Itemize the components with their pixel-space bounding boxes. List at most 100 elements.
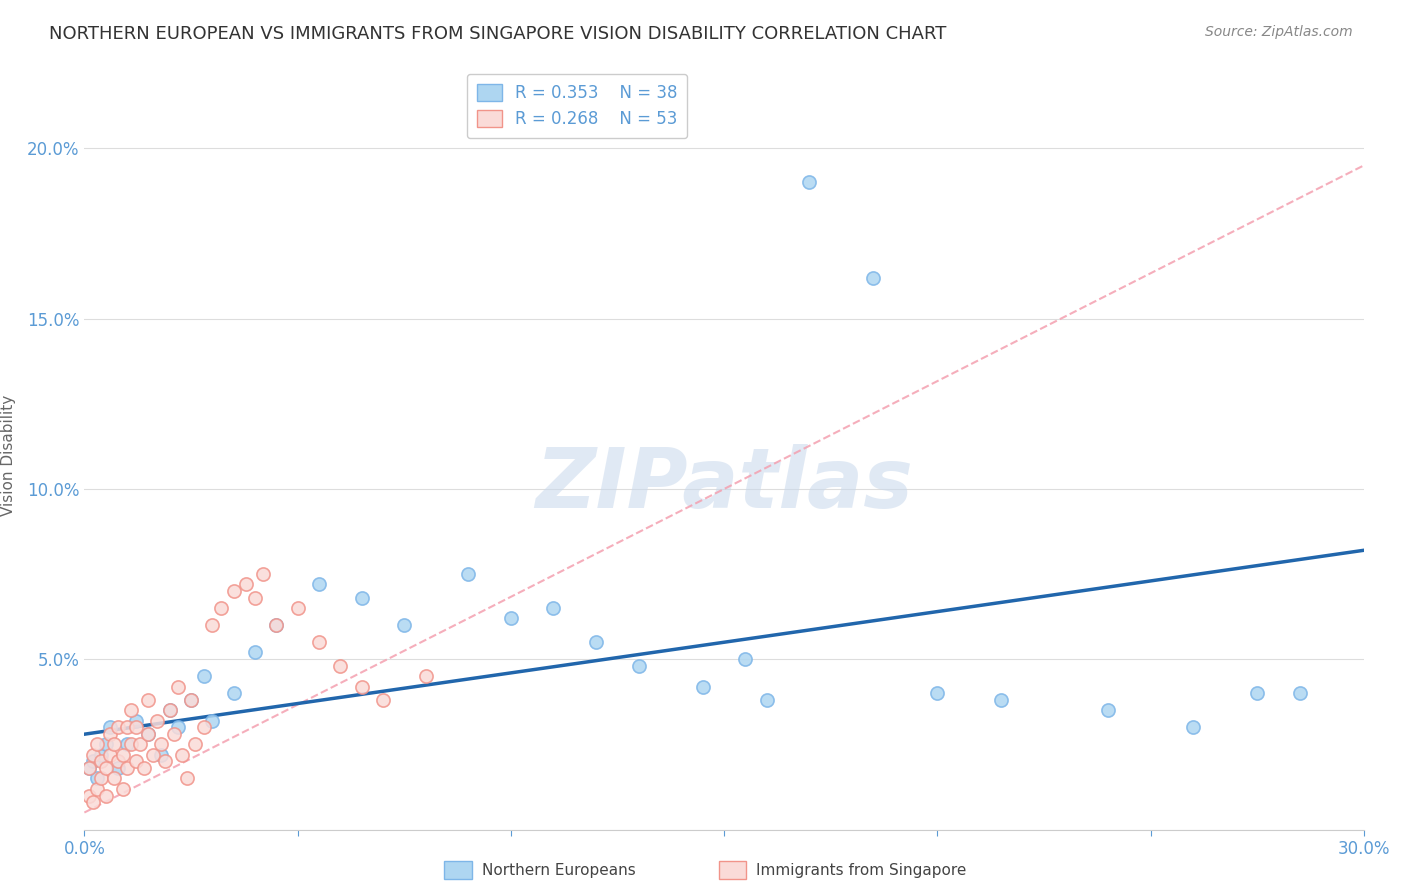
Point bbox=[415, 669, 437, 683]
Point bbox=[142, 747, 165, 762]
Point bbox=[235, 577, 257, 591]
Point bbox=[499, 611, 522, 625]
Point bbox=[350, 680, 373, 694]
Point bbox=[287, 601, 309, 615]
Point bbox=[107, 761, 129, 775]
Point bbox=[90, 747, 112, 762]
Point bbox=[350, 591, 373, 605]
Point bbox=[77, 761, 100, 775]
Point bbox=[990, 693, 1012, 707]
Point bbox=[193, 669, 215, 683]
Text: ZIPatlas: ZIPatlas bbox=[536, 444, 912, 525]
Point bbox=[394, 618, 416, 632]
Bar bbox=[444, 862, 472, 880]
Point bbox=[86, 781, 108, 796]
Point bbox=[176, 772, 198, 786]
Point bbox=[1182, 720, 1205, 734]
Point bbox=[82, 747, 104, 762]
Point bbox=[98, 727, 121, 741]
Point bbox=[264, 618, 288, 632]
Point bbox=[120, 738, 142, 752]
Point bbox=[94, 789, 117, 803]
Point bbox=[138, 727, 160, 741]
Point bbox=[180, 693, 202, 707]
Point bbox=[163, 727, 186, 741]
Point bbox=[201, 714, 224, 728]
Point bbox=[138, 727, 160, 741]
Point bbox=[201, 618, 224, 632]
Point bbox=[77, 789, 100, 803]
Y-axis label: Vision Disability: Vision Disability bbox=[1, 394, 15, 516]
Point bbox=[755, 693, 778, 707]
Point bbox=[180, 693, 202, 707]
Point bbox=[862, 270, 884, 285]
Text: Northern Europeans: Northern Europeans bbox=[482, 863, 636, 878]
Point bbox=[252, 567, 274, 582]
Point bbox=[243, 645, 266, 659]
Point bbox=[543, 601, 565, 615]
Point bbox=[94, 738, 117, 752]
Point bbox=[172, 747, 194, 762]
Point bbox=[308, 577, 330, 591]
Point bbox=[167, 720, 190, 734]
Point bbox=[692, 680, 714, 694]
Point bbox=[159, 703, 181, 717]
Point bbox=[128, 738, 150, 752]
Point bbox=[264, 618, 288, 632]
Point bbox=[734, 652, 756, 666]
Point bbox=[585, 635, 607, 649]
Point bbox=[82, 755, 104, 769]
Point bbox=[124, 714, 146, 728]
Point bbox=[103, 738, 125, 752]
Point bbox=[132, 761, 155, 775]
Point bbox=[184, 738, 207, 752]
Point bbox=[124, 720, 146, 734]
Text: Immigrants from Singapore: Immigrants from Singapore bbox=[756, 863, 967, 878]
Point bbox=[1097, 703, 1119, 717]
Point bbox=[1246, 686, 1268, 700]
Point bbox=[86, 738, 108, 752]
Point bbox=[222, 584, 245, 599]
Point bbox=[120, 703, 142, 717]
Point bbox=[209, 601, 232, 615]
Point bbox=[371, 693, 394, 707]
Point bbox=[150, 747, 173, 762]
Point bbox=[457, 567, 479, 582]
Point bbox=[111, 747, 134, 762]
Point bbox=[86, 772, 108, 786]
Legend: R = 0.353    N = 38, R = 0.268    N = 53: R = 0.353 N = 38, R = 0.268 N = 53 bbox=[467, 74, 688, 138]
Point bbox=[98, 747, 121, 762]
Point bbox=[138, 693, 160, 707]
Point bbox=[90, 755, 112, 769]
Point bbox=[115, 720, 138, 734]
Point bbox=[243, 591, 266, 605]
Point bbox=[627, 659, 650, 673]
Point bbox=[308, 635, 330, 649]
Text: NORTHERN EUROPEAN VS IMMIGRANTS FROM SINGAPORE VISION DISABILITY CORRELATION CHA: NORTHERN EUROPEAN VS IMMIGRANTS FROM SIN… bbox=[49, 25, 946, 43]
Point bbox=[167, 680, 190, 694]
Point bbox=[90, 772, 112, 786]
Point bbox=[799, 176, 821, 190]
Point bbox=[124, 755, 146, 769]
Text: Source: ZipAtlas.com: Source: ZipAtlas.com bbox=[1205, 25, 1353, 39]
Point bbox=[115, 761, 138, 775]
Point bbox=[82, 795, 104, 809]
Point bbox=[77, 761, 100, 775]
Point bbox=[193, 720, 215, 734]
Point bbox=[103, 772, 125, 786]
Point bbox=[94, 761, 117, 775]
Point bbox=[115, 738, 138, 752]
Point bbox=[222, 686, 245, 700]
Point bbox=[98, 720, 121, 734]
Point bbox=[329, 659, 352, 673]
Point bbox=[107, 720, 129, 734]
Point bbox=[150, 738, 173, 752]
Point bbox=[927, 686, 949, 700]
Point bbox=[159, 703, 181, 717]
Point bbox=[1288, 686, 1310, 700]
Bar bbox=[718, 862, 747, 880]
Point bbox=[107, 755, 129, 769]
Point bbox=[111, 781, 134, 796]
Point bbox=[155, 755, 177, 769]
Point bbox=[146, 714, 169, 728]
